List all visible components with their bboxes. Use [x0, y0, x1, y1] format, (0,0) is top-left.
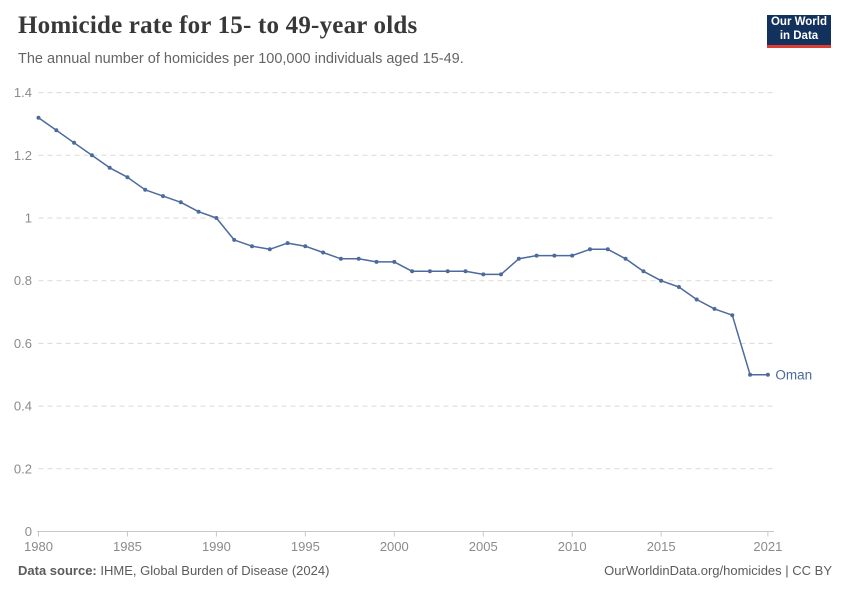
owid-logo[interactable]: Our World in Data	[767, 15, 831, 48]
data-point[interactable]	[36, 115, 41, 120]
data-line[interactable]	[38, 117, 768, 376]
series-label: Oman	[775, 367, 812, 382]
data-point[interactable]	[623, 256, 628, 261]
y-axis-label: 0	[25, 524, 32, 539]
x-axis-label: 2021	[753, 539, 782, 554]
x-axis-label: 1980	[24, 539, 53, 554]
data-point[interactable]	[676, 285, 681, 289]
data-point[interactable]	[534, 253, 539, 258]
data-point[interactable]	[659, 278, 664, 283]
y-axis-label: 0.2	[14, 461, 32, 476]
data-point[interactable]	[178, 200, 183, 205]
data-point[interactable]	[463, 269, 468, 274]
data-point[interactable]	[481, 272, 486, 277]
data-point[interactable]	[712, 306, 717, 311]
x-axis-label: 1990	[202, 539, 231, 554]
data-point[interactable]	[285, 241, 290, 246]
data-point[interactable]	[374, 259, 379, 264]
x-axis-label: 2000	[380, 539, 409, 554]
data-point[interactable]	[748, 372, 753, 377]
chart-footer: Data source: IHME, Global Burden of Dise…	[18, 563, 832, 578]
data-point[interactable]	[392, 259, 397, 264]
y-axis-label: 1	[25, 211, 32, 226]
y-axis-label: 0.4	[14, 399, 32, 414]
data-point[interactable]	[338, 256, 343, 261]
data-point[interactable]	[89, 153, 94, 158]
data-point[interactable]	[232, 237, 237, 242]
owid-logo-line1: Our World	[770, 16, 827, 29]
data-source-label: Data source:	[18, 563, 97, 578]
data-point[interactable]	[107, 165, 112, 170]
data-point[interactable]	[410, 269, 415, 274]
data-point[interactable]	[72, 140, 77, 145]
data-point[interactable]	[605, 247, 610, 252]
data-point[interactable]	[321, 250, 326, 255]
page-title: Homicide rate for 15- to 49-year olds	[18, 12, 418, 39]
data-point[interactable]	[445, 269, 450, 274]
data-point[interactable]	[125, 175, 130, 180]
data-point[interactable]	[54, 128, 59, 133]
x-axis-label: 2015	[647, 539, 676, 554]
data-point[interactable]	[516, 256, 521, 261]
data-point[interactable]	[267, 247, 272, 252]
data-source: Data source: IHME, Global Burden of Dise…	[18, 563, 329, 578]
data-point[interactable]	[303, 244, 308, 249]
owid-logo-line2: in Data	[779, 30, 819, 42]
data-point[interactable]	[641, 269, 646, 274]
data-source-text: IHME, Global Burden of Disease (2024)	[96, 563, 330, 578]
credit-link[interactable]: OurWorldinData.org/homicides | CC BY	[604, 563, 832, 578]
page-subtitle: The annual number of homicides per 100,0…	[18, 51, 464, 67]
data-point[interactable]	[250, 244, 254, 249]
data-point[interactable]	[143, 187, 148, 192]
data-point[interactable]	[427, 269, 432, 274]
data-point[interactable]	[730, 313, 735, 318]
x-axis-label: 2010	[558, 539, 587, 554]
data-point[interactable]	[356, 256, 361, 261]
data-point[interactable]	[161, 194, 165, 199]
data-point[interactable]	[196, 209, 201, 214]
data-point[interactable]	[214, 216, 219, 220]
data-point[interactable]	[765, 372, 770, 377]
y-axis-label: 0.8	[14, 273, 32, 288]
data-point[interactable]	[694, 297, 699, 302]
data-point[interactable]	[570, 253, 575, 258]
y-axis-label: 1.4	[14, 85, 32, 100]
x-axis-label: 1985	[113, 539, 142, 554]
data-point[interactable]	[499, 272, 503, 277]
x-axis-label: 2005	[469, 539, 498, 554]
data-point[interactable]	[552, 253, 557, 258]
y-axis-label: 1.2	[14, 148, 32, 163]
x-axis-label: 1995	[291, 539, 320, 554]
data-point[interactable]	[588, 247, 592, 252]
y-axis-label: 0.6	[14, 336, 32, 351]
